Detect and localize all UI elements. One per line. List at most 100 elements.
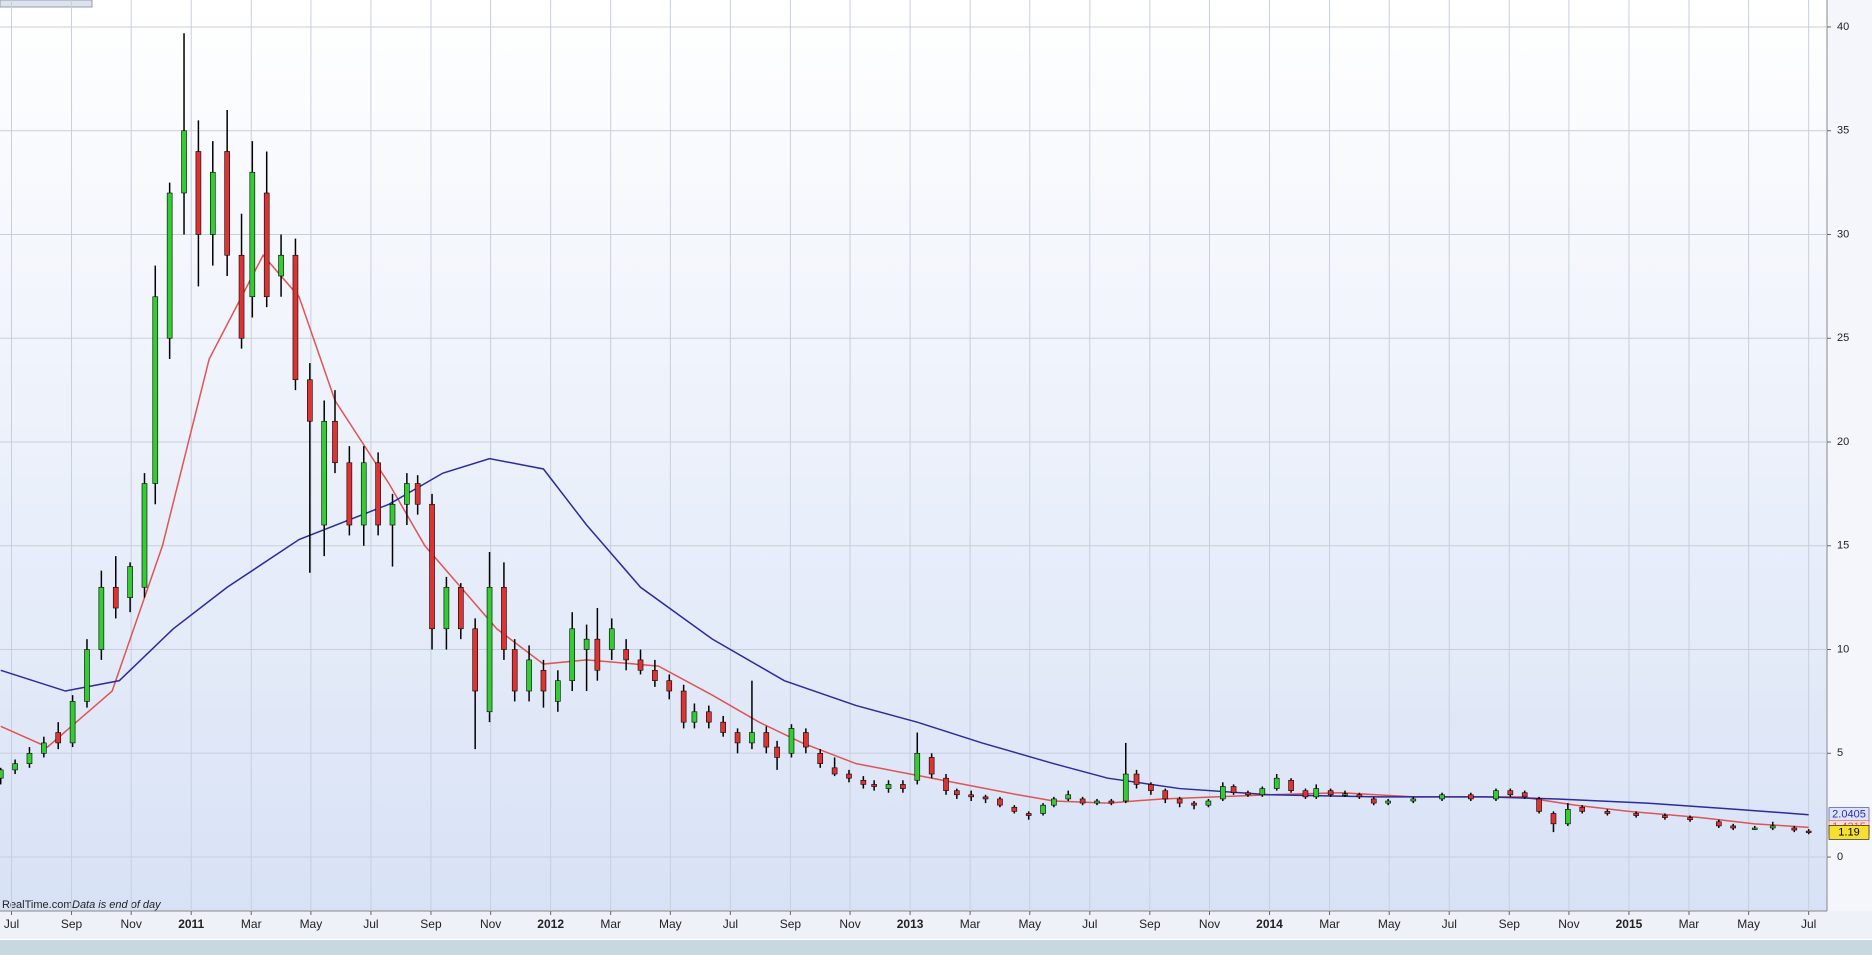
candle-body [652, 669, 658, 681]
candle-body [1176, 798, 1183, 804]
y-tick-label: 20 [1837, 436, 1849, 448]
candle-body [1011, 806, 1018, 812]
candle-body [720, 721, 726, 733]
x-axis-area [0, 911, 1872, 939]
candle-body [788, 728, 795, 754]
candle-body [26, 752, 33, 764]
candle-body [1245, 792, 1251, 796]
candle-body [69, 701, 76, 744]
candle-body [1327, 790, 1334, 796]
price-marker-label: 1.19 [1838, 826, 1859, 838]
candle-body [666, 680, 673, 692]
toolbar[interactable] [0, 0, 93, 8]
candle-body [555, 680, 561, 702]
x-tick-label: Jul [363, 917, 378, 931]
x-tick-label: Jul [1082, 917, 1097, 931]
candle-body [152, 296, 159, 484]
candle-body [292, 254, 299, 381]
candle-body [1730, 825, 1736, 829]
candle-body [195, 151, 202, 235]
x-tick-label: Sep [780, 917, 802, 931]
x-tick-label: Sep [420, 917, 442, 931]
candle-body [1273, 777, 1280, 789]
scrollbar[interactable] [0, 940, 1872, 955]
x-tick-label: Jul [1801, 917, 1816, 931]
moving-average [0, 457, 1809, 816]
candle-body [1536, 798, 1542, 812]
candle-body [332, 420, 338, 464]
x-tick-label: Sep [61, 917, 83, 931]
y-tick-label: 10 [1837, 643, 1849, 655]
candle-body [1051, 798, 1057, 806]
x-tick-label: Nov [480, 917, 501, 931]
y-tick-label: 30 [1837, 228, 1849, 240]
y-tick-label: 40 [1837, 21, 1849, 33]
candle-body [209, 171, 216, 235]
candle-body [1521, 792, 1528, 798]
candle-body [1356, 794, 1363, 798]
candle-body [389, 503, 396, 526]
candle-body [1302, 790, 1309, 798]
candle-body [860, 779, 867, 785]
candle-body [1065, 794, 1072, 800]
candle-body [360, 462, 367, 526]
candle-body [1133, 773, 1140, 785]
candle-body [1148, 784, 1154, 791]
candle-body [1633, 813, 1639, 816]
x-tick-label: 2013 [897, 917, 924, 931]
candle-body [1122, 773, 1129, 802]
candle-body [831, 767, 838, 775]
candle-body [1205, 800, 1212, 806]
candle-body [1493, 790, 1499, 800]
candle-body [774, 746, 780, 758]
candle-body [141, 483, 148, 588]
candle-body [1079, 798, 1086, 804]
candle-body [846, 773, 852, 779]
note: Data is end of day [72, 899, 162, 911]
candle-body [982, 796, 989, 800]
x-tick-label: 2015 [1616, 917, 1643, 931]
candle-body [954, 790, 960, 796]
x-tick-label: Nov [839, 917, 860, 931]
candle-body [1385, 800, 1391, 804]
candle-body [238, 254, 245, 339]
candle-body [501, 586, 507, 650]
candle-body [443, 586, 450, 630]
candle-body [691, 711, 698, 723]
y-axis-area [1827, 0, 1872, 911]
x-tick-label: 2012 [537, 917, 564, 931]
candle-body [885, 784, 892, 789]
candle-body [511, 649, 518, 692]
x-tick-label: May [1737, 917, 1760, 931]
candle-body [127, 566, 133, 598]
x-tick-label: May [659, 917, 682, 931]
y-tick-label: 15 [1837, 540, 1849, 552]
x-tick-label: Mar [1679, 917, 1700, 931]
x-tick-label: May [1018, 917, 1041, 931]
x-tick-label: Mar [600, 917, 621, 931]
candle-body [583, 638, 590, 650]
candle-body [84, 649, 90, 702]
candle-body [414, 483, 421, 505]
candle-body [1805, 830, 1812, 833]
candle-body [429, 503, 435, 630]
candle-body [1230, 786, 1237, 794]
candle-body [278, 254, 284, 277]
candle-body [1342, 793, 1348, 796]
x-tick-label: Nov [1558, 917, 1579, 931]
x-tick-label: Sep [1139, 917, 1161, 931]
candle-body [928, 757, 935, 775]
candle-body [1040, 804, 1046, 814]
candle-body [1468, 794, 1474, 800]
candle-body [1025, 813, 1032, 816]
candle-body [623, 649, 629, 661]
candle-body [997, 798, 1003, 806]
candle-body [112, 586, 119, 609]
candle-body [1094, 800, 1100, 804]
source: RealTime.com [2, 899, 73, 911]
candle-body [817, 752, 824, 764]
candle-body [1751, 827, 1758, 830]
candle-body [1716, 821, 1722, 827]
candle-body [249, 171, 256, 298]
